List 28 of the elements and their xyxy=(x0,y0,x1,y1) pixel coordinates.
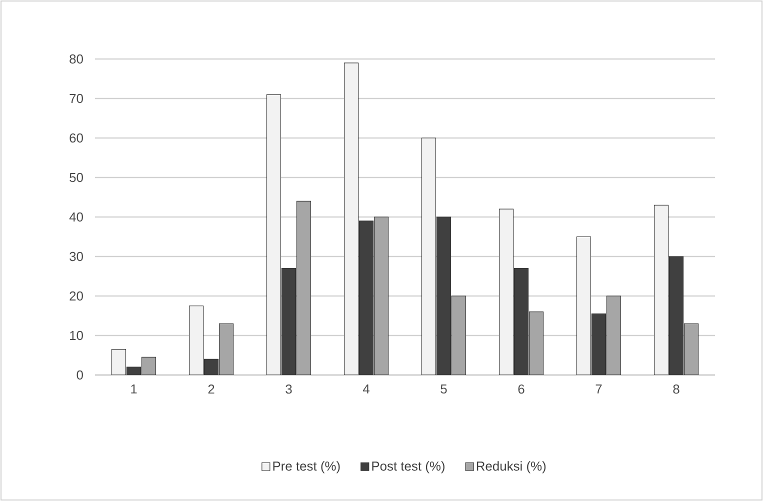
bar xyxy=(451,296,466,375)
legend-label: Post test (%) xyxy=(372,461,444,474)
bar xyxy=(218,323,234,375)
x-tick-label: 4 xyxy=(362,384,370,394)
bar xyxy=(374,216,389,375)
y-tick-label: 60 xyxy=(70,133,83,143)
y-tick-label: 50 xyxy=(70,172,83,182)
y-tick-label: 0 xyxy=(76,370,83,380)
x-tick-label: 6 xyxy=(518,384,524,394)
x-tick-label: 2 xyxy=(208,384,214,394)
bar xyxy=(606,296,622,375)
bar xyxy=(684,323,699,375)
y-tick-label: 70 xyxy=(70,94,83,104)
x-tick-label: 7 xyxy=(596,384,602,394)
legend-label: Pre test (%) xyxy=(273,461,340,474)
bar xyxy=(296,200,312,375)
legend-label: Reduksi (%) xyxy=(476,461,546,474)
y-tick-label: 20 xyxy=(70,291,83,301)
y-tick-label: 10 xyxy=(70,330,83,340)
x-tick-label: 5 xyxy=(440,384,447,394)
y-tick-label: 80 xyxy=(70,54,83,64)
bar xyxy=(141,356,156,375)
x-tick-label: 8 xyxy=(673,384,680,394)
x-tick-label: 1 xyxy=(131,384,137,394)
y-tick-label: 40 xyxy=(69,212,83,222)
bar xyxy=(528,311,544,375)
y-tick-label: 30 xyxy=(70,252,83,262)
x-tick-label: 3 xyxy=(286,384,292,394)
